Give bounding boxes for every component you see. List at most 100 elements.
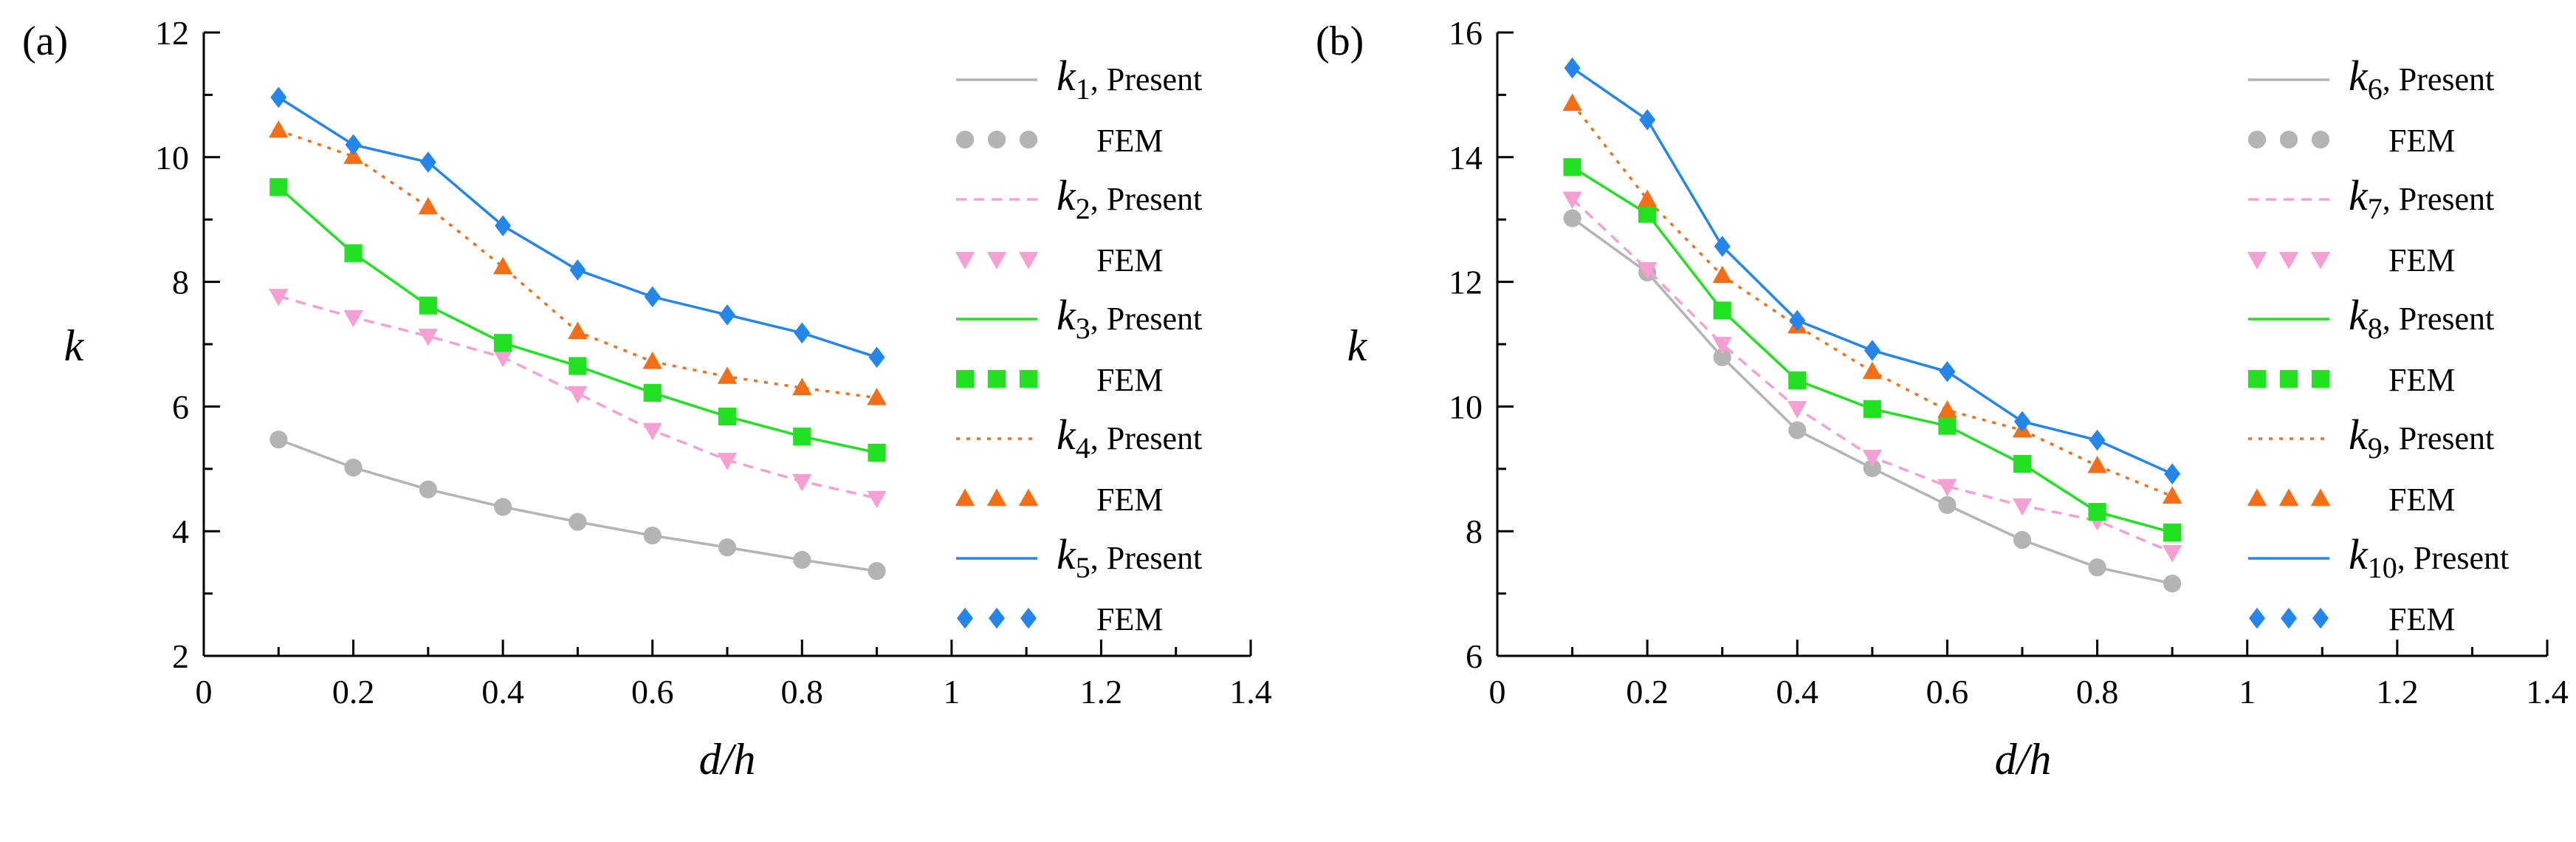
x-tick-label: 0.6 [631, 673, 674, 711]
fem-point-k3 [868, 443, 886, 462]
y-tick-label: 14 [1449, 139, 1483, 177]
legend-marker-k5 [1020, 607, 1037, 629]
fem-point-k1 [494, 498, 512, 516]
fem-point-k5 [644, 286, 661, 308]
legend-marker-k10 [2249, 607, 2265, 629]
legend-fem-text: FEM [2388, 601, 2455, 637]
fem-point-k6 [1788, 421, 1807, 439]
legend-marker-k3 [1019, 369, 1038, 389]
legend-present-text: , Present [2383, 420, 2495, 456]
y-tick-label: 16 [1449, 14, 1483, 52]
fem-point-k10 [1639, 109, 1656, 131]
x-axis-label: d/h [699, 735, 756, 784]
fem-point-k2 [343, 309, 363, 328]
legend-present-text: , Present [2397, 540, 2510, 576]
fem-point-k3 [269, 178, 288, 196]
fem-point-k4 [492, 256, 513, 275]
fem-point-k8 [2013, 454, 2032, 473]
fem-point-k8 [2163, 523, 2182, 541]
fem-point-k7 [1862, 449, 1883, 468]
legend-marker-k9 [2247, 488, 2267, 506]
legend-marker-k10 [2281, 607, 2297, 629]
legend-label-k4: k4, Present [1057, 411, 1202, 465]
legend-label-k9: k9, Present [2349, 411, 2494, 465]
fem-point-k6 [2163, 574, 2182, 593]
fem-point-k1 [569, 513, 587, 531]
fem-point-k2 [492, 349, 513, 368]
y-tick-label: 12 [155, 14, 189, 52]
fem-point-k6 [2088, 558, 2106, 577]
fem-point-k5 [419, 151, 436, 173]
legend-subscript: 7 [2368, 192, 2383, 225]
legend-marker-k6 [2279, 130, 2298, 149]
fem-point-k8 [1713, 301, 1731, 320]
y-tick-label: 8 [1466, 513, 1483, 550]
fem-point-k9 [1862, 361, 1883, 380]
fem-point-k7 [2012, 498, 2033, 516]
fem-point-k3 [643, 383, 662, 402]
x-tick-label: 0 [196, 673, 213, 711]
legend-symbol: k [2349, 171, 2369, 219]
fem-point-k5 [794, 322, 811, 344]
fem-point-k1 [643, 527, 662, 545]
fem-point-k5 [719, 304, 735, 326]
y-tick-label: 10 [155, 139, 189, 177]
x-tick-label: 1.4 [2526, 673, 2569, 711]
legend-present-text: , Present [1090, 301, 1203, 337]
legend-marker-k5 [957, 607, 973, 629]
fem-point-k2 [867, 490, 887, 509]
legend-label-k8: k8, Present [2349, 291, 2494, 345]
x-tick-label: 1 [943, 673, 960, 711]
fem-point-k1 [868, 562, 886, 581]
legend-symbol: k [1057, 530, 1076, 578]
legend-symbol: k [1057, 411, 1076, 459]
legend-symbol: k [2349, 52, 2369, 100]
fem-point-k2 [717, 453, 738, 470]
x-tick-label: 0.2 [332, 673, 375, 711]
legend-marker-k8 [2247, 369, 2267, 389]
legend-fem-text: FEM [2388, 362, 2455, 398]
y-tick-label: 6 [1466, 637, 1483, 675]
fem-point-k6 [1938, 496, 1957, 514]
x-tick-label: 1.4 [1229, 673, 1272, 711]
legend-marker-k8 [2311, 369, 2330, 389]
fem-point-k3 [793, 427, 811, 446]
panel-label: (a) [22, 18, 68, 64]
fem-point-k8 [1638, 205, 1657, 223]
y-tick-label: 6 [172, 388, 189, 425]
x-tick-label: 0.4 [1776, 673, 1819, 711]
fem-point-k10 [2164, 463, 2181, 485]
legend-marker-k4 [955, 488, 975, 506]
legend-fem-text: FEM [1096, 482, 1163, 518]
fem-point-k9 [1937, 400, 1957, 418]
legend-marker-k2 [986, 252, 1007, 270]
legend-subscript: 9 [2368, 431, 2383, 465]
legend-marker-k10 [2312, 607, 2329, 629]
fem-point-k9 [1637, 189, 1658, 208]
fem-point-k6 [1563, 209, 1581, 227]
fem-point-k3 [718, 407, 737, 426]
series-line-k5 [278, 96, 878, 359]
legend-present-text: , Present [1090, 61, 1203, 97]
legend-fem-text: FEM [1096, 601, 1163, 637]
fem-point-k8 [2088, 502, 2106, 521]
legend-symbol: k [2349, 291, 2369, 339]
fem-point-k6 [2013, 530, 2032, 550]
y-tick-label: 10 [1449, 388, 1483, 425]
legend-fem-text: FEM [2388, 123, 2455, 159]
fem-point-k2 [418, 329, 439, 346]
legend-marker-k9 [2310, 488, 2331, 506]
y-tick-label: 8 [172, 264, 189, 301]
legend-present-text: , Present [1090, 181, 1203, 217]
legend-marker-k6 [2311, 130, 2330, 149]
legend-marker-k7 [2310, 252, 2331, 270]
fem-point-k7 [1937, 479, 1957, 497]
fem-point-k8 [1788, 371, 1807, 390]
fem-point-k10 [1564, 57, 1581, 79]
panel-label: (b) [1316, 18, 1364, 64]
legend-subscript: 10 [2368, 551, 2397, 584]
fem-point-k3 [494, 334, 512, 352]
fem-point-k7 [2162, 544, 2182, 563]
